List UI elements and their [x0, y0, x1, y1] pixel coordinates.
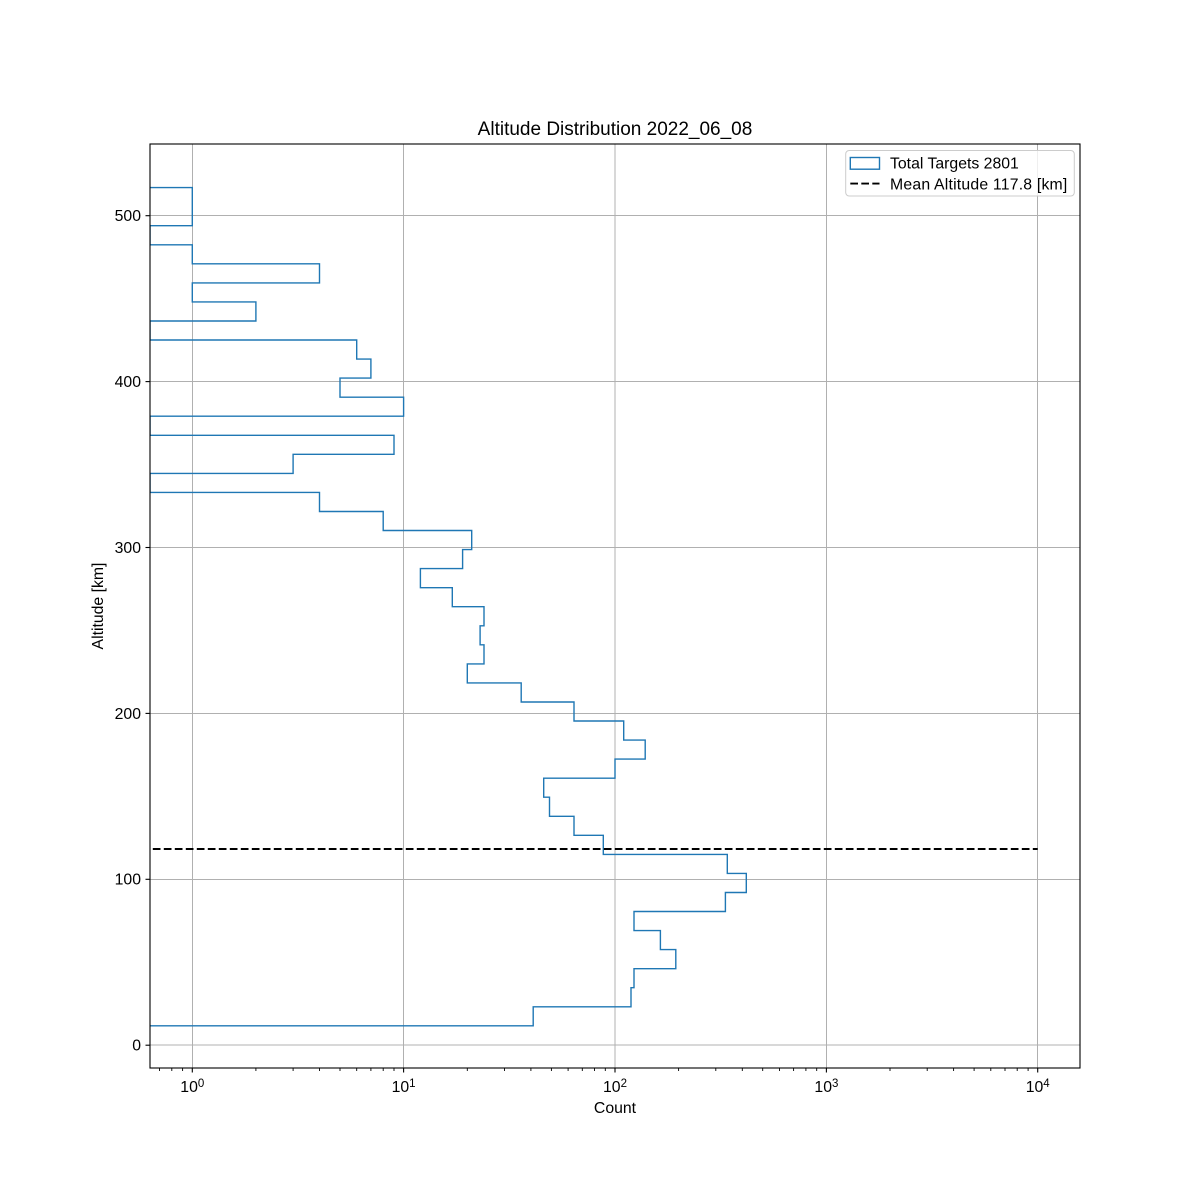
svg-text:Altitude Distribution 2022_06_: Altitude Distribution 2022_06_08 [478, 119, 753, 140]
svg-text:100: 100 [115, 872, 142, 889]
svg-text:Total Targets 2801: Total Targets 2801 [890, 155, 1019, 172]
svg-text:Count: Count [594, 1100, 637, 1117]
svg-text:500: 500 [115, 208, 142, 225]
svg-text:0: 0 [132, 1038, 141, 1055]
svg-text:300: 300 [115, 540, 142, 557]
svg-text:200: 200 [115, 706, 142, 723]
svg-text:Mean Altitude 117.8 [km]: Mean Altitude 117.8 [km] [890, 176, 1068, 193]
svg-text:Altitude [km]: Altitude [km] [90, 563, 107, 650]
svg-text:400: 400 [115, 374, 142, 391]
